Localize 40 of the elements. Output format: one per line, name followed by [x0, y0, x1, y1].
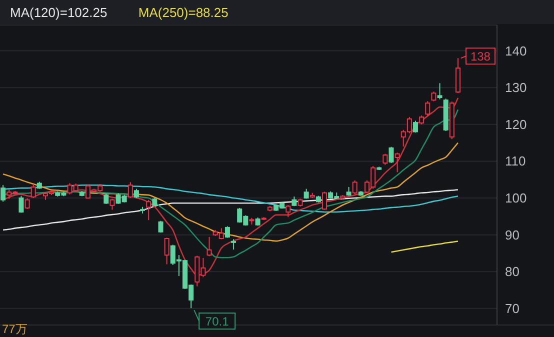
candlestick — [394, 152, 400, 173]
candlestick — [437, 82, 442, 100]
text: MA(250)=88.25 — [138, 5, 228, 20]
y-tick-label: 130 — [505, 80, 527, 96]
candlestick — [110, 198, 115, 210]
candlestick — [0, 184, 6, 202]
line-series — [2, 142, 459, 242]
annotation: 77万 — [2, 322, 28, 336]
candlestick — [146, 199, 152, 221]
candlestick — [382, 153, 388, 166]
candlestick — [425, 100, 430, 116]
candlestick — [18, 195, 24, 214]
line-series — [390, 240, 459, 253]
candlestick — [431, 91, 436, 102]
candlestick — [104, 193, 109, 204]
candlestick — [24, 198, 30, 210]
candlestick — [388, 146, 394, 164]
candlestick — [352, 180, 358, 195]
candlestick — [413, 120, 418, 133]
y-tick-label: 70 — [505, 300, 520, 316]
y-tick-label: 110 — [505, 154, 526, 169]
candlestick — [134, 188, 139, 199]
y-tick-label: 120 — [505, 116, 527, 132]
candlestick — [128, 182, 133, 199]
candlestick — [455, 58, 460, 94]
candlestick — [206, 236, 212, 257]
candlestick — [164, 237, 170, 265]
candlestick — [30, 184, 36, 199]
candlestick — [231, 238, 236, 250]
y-tick-label: 100 — [505, 190, 527, 206]
text: MA(120)=102.25 — [10, 5, 108, 20]
candlestick — [322, 191, 328, 210]
text: 138 — [470, 50, 491, 64]
y-tick-label: 80 — [505, 264, 520, 280]
annotation: 70.1 — [205, 314, 230, 329]
y-tick-label: 140 — [505, 43, 527, 58]
candlestick — [224, 226, 230, 238]
y-tick-label: 90 — [505, 227, 520, 242]
candlestick — [286, 204, 291, 218]
line-series — [2, 189, 459, 231]
